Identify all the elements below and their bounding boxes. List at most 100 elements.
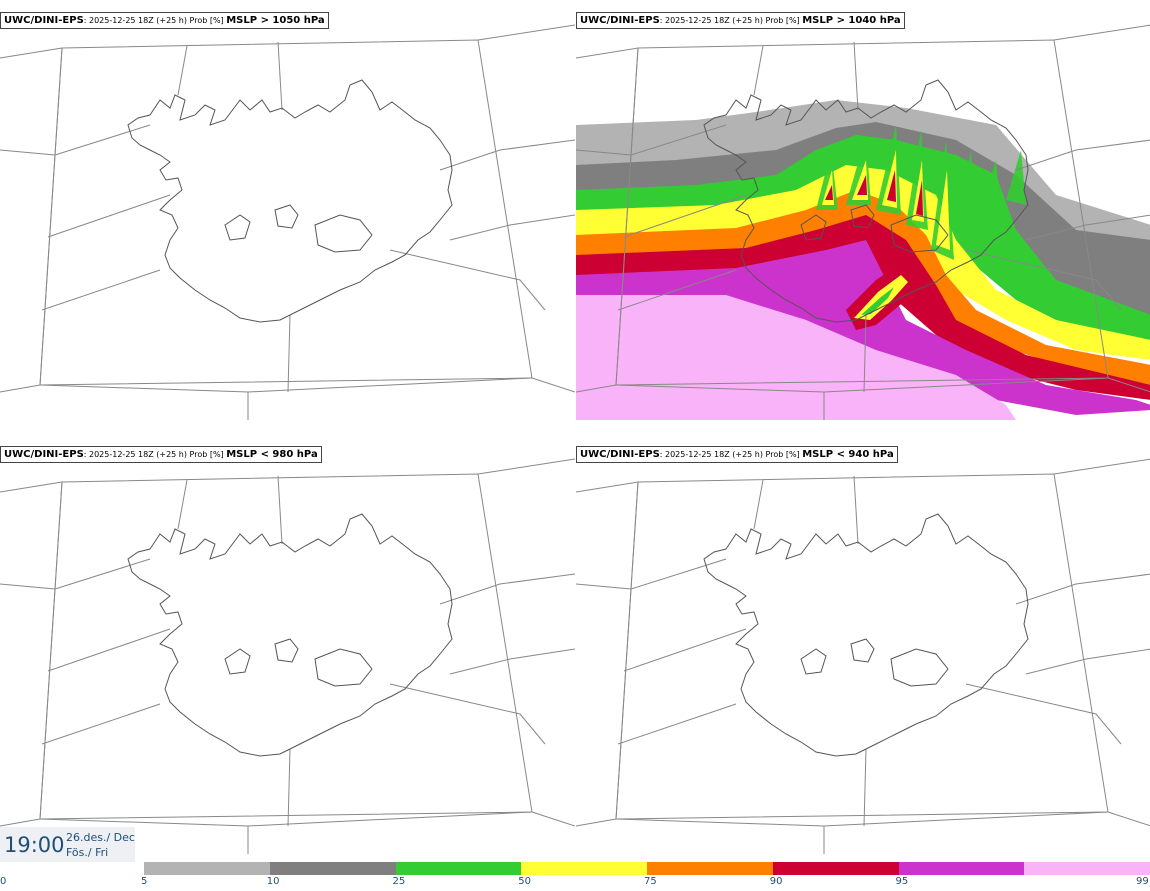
valid-weekday: Fös./ Fri (66, 846, 109, 859)
graticule-line (853, 475, 859, 545)
graticule-line (576, 149, 632, 156)
colorbar-tick-label: 10 (266, 876, 280, 887)
graticule-line (853, 41, 859, 111)
valid-time-box: 19:00 26.des./ Dec Fös./ Fri (0, 827, 135, 862)
glacier-outline (224, 214, 251, 241)
graticule-line (0, 583, 56, 590)
graticule-line (615, 481, 639, 820)
graticule-line (1025, 648, 1150, 675)
map-canvas (0, 24, 575, 420)
graticule-line (477, 24, 575, 41)
graticule-line (389, 249, 546, 311)
prob-band-50 (576, 165, 1150, 360)
prob-band-25 (576, 135, 1150, 345)
panel-title: UWC/DINI-EPS: 2025-12-25 18Z (+25 h) Pro… (0, 446, 322, 463)
graticule-line (617, 269, 737, 311)
graticule-line (39, 47, 63, 386)
colorbar-segment (898, 862, 1025, 875)
prob-streaks-inner (822, 150, 950, 250)
graticule-line (1015, 139, 1150, 171)
map-panel-2: UWC/DINI-EPS: 2025-12-25 18Z (+25 h) Pro… (576, 0, 1150, 420)
graticule-line (1025, 214, 1150, 241)
colorbar-segment (144, 862, 270, 875)
graticule-line (617, 703, 737, 745)
graticule-line (863, 748, 867, 827)
prob-band-75 (576, 190, 1150, 385)
colorbar-segment (647, 862, 773, 875)
map-panel-4: UWC/DINI-EPS: 2025-12-25 18Z (+25 h) Pro… (576, 434, 1150, 854)
model-name: UWC/DINI-EPS (4, 449, 84, 460)
graticule-line (0, 384, 41, 393)
glacier-outline (800, 214, 827, 241)
colorbar-segment (395, 862, 522, 875)
graticule-line (54, 124, 151, 156)
threshold-label: MSLP > 1050 hPa (226, 15, 325, 26)
glacier-outline (314, 648, 373, 687)
graticule-line (623, 194, 747, 238)
graticule-line (630, 558, 727, 590)
graticule-line (615, 473, 1109, 820)
graticule-line (576, 481, 639, 493)
graticule-line (277, 475, 283, 545)
graticule-line (0, 47, 63, 59)
iceland-coastline (703, 513, 1029, 757)
glacier-outline (850, 638, 875, 663)
graticule-line (439, 139, 575, 171)
colorbar-tick-label: 25 (392, 876, 406, 887)
colorbar-segment (269, 862, 396, 875)
graticule-line (615, 811, 1109, 827)
graticule-line (753, 45, 764, 96)
graticule-line (47, 628, 171, 672)
graticule-line (0, 149, 56, 156)
graticule-line (576, 384, 617, 393)
probability-colorbar (144, 862, 1150, 875)
graticule-line (965, 249, 1122, 311)
colorbar-tick-label: 50 (518, 876, 531, 887)
graticule-line (863, 314, 867, 393)
graticule-line (39, 481, 63, 820)
colorbar-tick-label: 0 (0, 876, 7, 887)
graticule-line (47, 194, 171, 238)
panel-title: UWC/DINI-EPS: 2025-12-25 18Z (+25 h) Pro… (576, 446, 898, 463)
run-meta: : 2025-12-25 18Z (+25 h) Prob [%] (659, 450, 803, 459)
map-canvas (576, 458, 1150, 854)
iceland-coastline (127, 513, 453, 757)
graticule-line (39, 811, 533, 827)
model-name: UWC/DINI-EPS (580, 15, 660, 26)
prob-band-90 (576, 215, 1150, 400)
colorbar-segment (521, 862, 647, 875)
threshold-label: MSLP < 980 hPa (226, 449, 318, 460)
graticule-line (287, 314, 291, 393)
threshold-label: MSLP < 940 hPa (802, 449, 894, 460)
valid-date: 26.des./ Dec (66, 831, 135, 844)
graticule-line (630, 124, 727, 156)
graticule-line (531, 377, 575, 393)
graticule-line (1053, 458, 1150, 475)
colorbar-segment (772, 862, 899, 875)
panel-title: UWC/DINI-EPS: 2025-12-25 18Z (+25 h) Pro… (0, 12, 329, 29)
graticule-line (39, 473, 533, 820)
graticule-line (623, 628, 747, 672)
graticule-line (576, 47, 639, 59)
colorbar-tick-label: 99 (1136, 876, 1149, 887)
colorbar-tick-label: 5 (141, 876, 148, 887)
graticule-line (576, 583, 632, 590)
graticule-line (576, 818, 617, 827)
graticule-line (965, 683, 1122, 745)
graticule-line (449, 648, 575, 675)
graticule-line (389, 683, 546, 745)
graticule-line (753, 479, 764, 530)
panel-title: UWC/DINI-EPS: 2025-12-25 18Z (+25 h) Pro… (576, 12, 905, 29)
graticule-line (1107, 377, 1150, 393)
graticule-line (615, 377, 1109, 393)
glacier-outline (800, 648, 827, 675)
glacier-outline (850, 204, 875, 229)
model-name: UWC/DINI-EPS (580, 449, 660, 460)
graticule-line (0, 481, 63, 493)
graticule-line (477, 458, 575, 475)
map-panel-1: UWC/DINI-EPS: 2025-12-25 18Z (+25 h) Pro… (0, 0, 575, 420)
run-meta: : 2025-12-25 18Z (+25 h) Prob [%] (83, 16, 227, 25)
graticule-line (1015, 573, 1150, 605)
run-meta: : 2025-12-25 18Z (+25 h) Prob [%] (659, 16, 803, 25)
graticule-line (177, 479, 188, 530)
